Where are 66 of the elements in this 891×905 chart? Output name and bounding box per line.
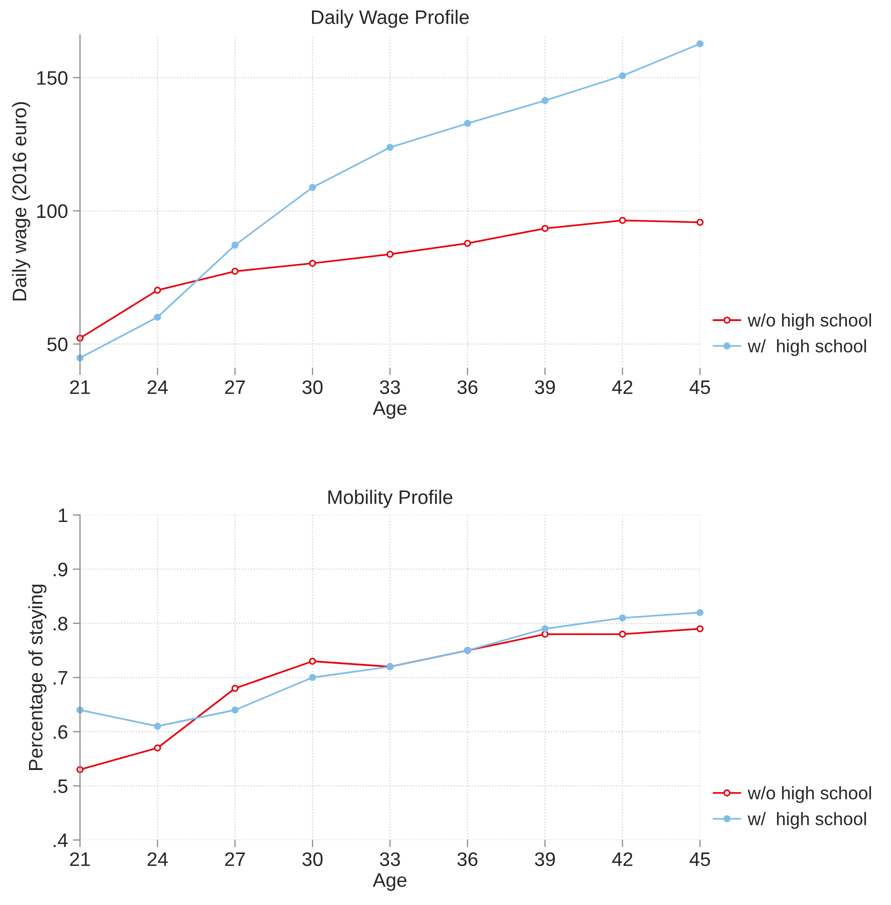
x-tick-label: 39 bbox=[534, 852, 555, 866]
x-tick-label: 45 bbox=[690, 380, 710, 394]
point bbox=[541, 625, 549, 632]
legend-label: w/ high school bbox=[748, 812, 866, 829]
y-tick-label: 100 bbox=[37, 204, 68, 218]
x-tick-label: 39 bbox=[534, 380, 555, 394]
y-tick-label: 150 bbox=[37, 71, 68, 85]
legend-label: w/o high school bbox=[748, 786, 871, 803]
legend-label: w/o high school bbox=[748, 313, 871, 330]
point bbox=[696, 608, 704, 616]
y-tick-label: .5 bbox=[54, 780, 68, 794]
y-tick-label: .4 bbox=[54, 834, 68, 848]
point bbox=[154, 744, 162, 752]
point bbox=[696, 40, 704, 48]
point bbox=[308, 658, 316, 665]
y-tick-label: 50 bbox=[47, 337, 68, 352]
x-tick-label: 24 bbox=[148, 852, 168, 866]
point bbox=[154, 314, 162, 321]
y-tick-label: .6 bbox=[54, 725, 68, 739]
legend-label: w/ high school bbox=[748, 339, 866, 356]
point bbox=[308, 184, 316, 191]
point bbox=[231, 242, 239, 249]
point bbox=[541, 224, 549, 232]
x-tick-label: 21 bbox=[70, 852, 90, 866]
x-tick-label: 24 bbox=[148, 380, 168, 394]
point bbox=[696, 218, 704, 226]
x-tick-label: 42 bbox=[612, 380, 632, 394]
point bbox=[464, 120, 472, 127]
chart-title: Daily Wage Profile bbox=[312, 10, 469, 28]
point bbox=[464, 240, 472, 247]
point bbox=[386, 250, 394, 258]
point bbox=[386, 144, 394, 151]
point bbox=[231, 706, 239, 714]
point bbox=[231, 268, 239, 275]
x-tick-label: 36 bbox=[457, 380, 478, 394]
point bbox=[308, 260, 316, 267]
point bbox=[541, 630, 549, 638]
x-tick-label: 33 bbox=[380, 852, 400, 866]
x-tick-label: 30 bbox=[302, 852, 323, 866]
x-tick-label: 27 bbox=[225, 380, 245, 394]
chart-title: Mobility Profile bbox=[328, 490, 452, 508]
y-axis-title: Percentage of staying bbox=[28, 584, 46, 770]
y-tick-label: 1 bbox=[58, 508, 68, 522]
y-tick-label: .9 bbox=[54, 562, 68, 576]
x-axis-title: Age bbox=[372, 873, 406, 891]
x-tick-label: 21 bbox=[70, 380, 90, 394]
point bbox=[618, 72, 626, 80]
x-axis-title: Age bbox=[372, 401, 406, 419]
point bbox=[618, 216, 626, 224]
point bbox=[231, 684, 239, 692]
x-tick-label: 42 bbox=[612, 852, 632, 866]
x-tick-label: 33 bbox=[380, 380, 400, 394]
x-tick-label: 27 bbox=[225, 852, 245, 866]
point bbox=[154, 722, 162, 730]
x-tick-label: 36 bbox=[457, 852, 478, 866]
point bbox=[541, 96, 549, 104]
point bbox=[618, 630, 626, 638]
point bbox=[618, 614, 626, 622]
point bbox=[308, 674, 316, 682]
y-tick-label: .8 bbox=[54, 616, 68, 631]
x-tick-label: 45 bbox=[690, 852, 710, 866]
y-tick-label: .7 bbox=[54, 671, 68, 685]
point bbox=[154, 286, 162, 294]
x-tick-label: 30 bbox=[302, 380, 323, 394]
point bbox=[696, 625, 704, 632]
y-axis-title: Daily wage (2016 euro) bbox=[12, 102, 30, 300]
